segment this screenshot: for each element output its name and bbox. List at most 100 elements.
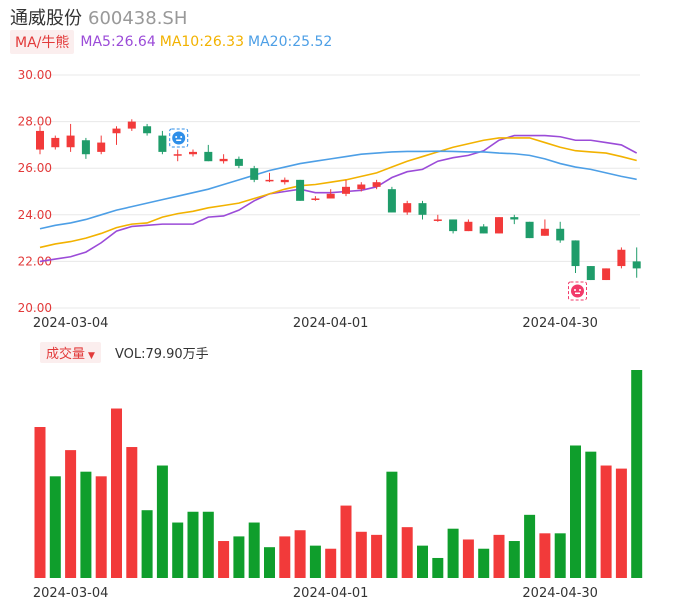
- volume-bar[interactable]: [65, 450, 77, 578]
- volume-bar[interactable]: [325, 548, 337, 578]
- candle-body: [464, 221, 473, 232]
- candlestick[interactable]: [449, 219, 458, 234]
- candle-body: [189, 151, 197, 155]
- volume-bar[interactable]: [355, 531, 367, 578]
- candlestick[interactable]: [540, 219, 549, 236]
- candlestick[interactable]: [36, 126, 44, 155]
- candlestick[interactable]: [66, 123, 75, 152]
- volume-bar[interactable]: [539, 533, 551, 578]
- bull-icon-face: [172, 131, 186, 145]
- volume-bar[interactable]: [340, 505, 352, 578]
- volume-bar[interactable]: [233, 536, 245, 578]
- candle-body: [296, 179, 305, 201]
- ma-mode-tag[interactable]: MA/牛熊: [10, 30, 75, 54]
- candlestick[interactable]: [632, 247, 641, 278]
- volume-bar[interactable]: [187, 511, 199, 578]
- volume-bar[interactable]: [126, 447, 138, 578]
- volume-bar[interactable]: [524, 514, 536, 578]
- volume-bar[interactable]: [600, 465, 612, 578]
- volume-bar[interactable]: [570, 445, 581, 578]
- price-tick-label: 28.00: [18, 115, 52, 129]
- candlestick[interactable]: [173, 149, 182, 162]
- candlestick[interactable]: [433, 214, 442, 222]
- candlestick[interactable]: [617, 247, 626, 269]
- volume-bar[interactable]: [80, 471, 92, 578]
- volume-bar[interactable]: [264, 547, 275, 578]
- candle-body: [51, 137, 60, 148]
- volume-bar[interactable]: [111, 408, 122, 578]
- volume-bar[interactable]: [493, 534, 505, 578]
- candlestick[interactable]: [311, 196, 320, 201]
- candlestick[interactable]: [250, 165, 259, 183]
- candlestick[interactable]: [265, 172, 274, 183]
- volume-bar[interactable]: [279, 536, 291, 578]
- candlestick[interactable]: [525, 221, 534, 239]
- candlestick[interactable]: [586, 266, 595, 281]
- candlestick[interactable]: [296, 179, 305, 201]
- candlestick[interactable]: [51, 135, 60, 150]
- volume-bar[interactable]: [172, 522, 184, 578]
- candlestick[interactable]: [143, 123, 152, 136]
- volume-bar[interactable]: [401, 527, 413, 578]
- candlestick[interactable]: [81, 137, 90, 159]
- candlestick[interactable]: [602, 268, 611, 281]
- volume-bar[interactable]: [202, 511, 214, 578]
- volume-bar[interactable]: [585, 451, 597, 578]
- candlestick[interactable]: [234, 156, 243, 169]
- stock-title: 通威股份 600438.SH: [10, 4, 187, 30]
- volume-bar[interactable]: [417, 545, 428, 578]
- volume-bar[interactable]: [49, 476, 61, 578]
- candle-body: [265, 179, 274, 182]
- volume-bar[interactable]: [141, 510, 153, 578]
- volume-bar[interactable]: [156, 465, 168, 578]
- volume-bar[interactable]: [478, 548, 490, 578]
- candle-body: [433, 219, 442, 221]
- volume-bar[interactable]: [615, 468, 627, 578]
- candle-body: [510, 217, 519, 220]
- candlestick[interactable]: [326, 189, 335, 199]
- candlestick[interactable]: [219, 154, 228, 164]
- candlestick[interactable]: [495, 217, 503, 234]
- candlestick[interactable]: [556, 221, 565, 243]
- volume-bar[interactable]: [294, 530, 306, 578]
- volume-bar[interactable]: [371, 534, 383, 578]
- volume-bar[interactable]: [95, 476, 107, 578]
- volume-bar[interactable]: [386, 471, 398, 578]
- bear-icon-face: [571, 284, 584, 298]
- volume-bar[interactable]: [218, 541, 230, 578]
- volume-bar[interactable]: [248, 522, 260, 578]
- candlestick[interactable]: [189, 149, 197, 157]
- candle-body: [36, 130, 44, 150]
- volume-bar[interactable]: [554, 533, 566, 578]
- bear-icon[interactable]: [568, 281, 587, 301]
- candlestick[interactable]: [97, 135, 106, 155]
- candlestick[interactable]: [342, 179, 350, 197]
- bull-icon[interactable]: [169, 128, 189, 148]
- candlestick[interactable]: [403, 200, 412, 215]
- candlestick[interactable]: [357, 182, 366, 192]
- candlestick[interactable]: [112, 126, 121, 145]
- volume-bar[interactable]: [432, 557, 444, 578]
- candlestick[interactable]: [464, 219, 473, 232]
- candlestick[interactable]: [158, 130, 167, 155]
- volume-bar[interactable]: [508, 541, 520, 578]
- volume-bar[interactable]: [309, 545, 321, 578]
- candle-body: [418, 203, 427, 215]
- candlestick[interactable]: [372, 179, 381, 190]
- candlestick[interactable]: [479, 224, 488, 234]
- volume-bar[interactable]: [462, 539, 474, 578]
- volume-indicator-tag[interactable]: 成交量 ▼: [40, 342, 101, 363]
- date-axis-labels: 2024-03-04 2024-04-01 2024-04-30: [33, 316, 598, 331]
- candlestick[interactable]: [127, 119, 136, 131]
- bear-icon-eye-right: [579, 289, 581, 291]
- candlestick[interactable]: [510, 214, 519, 225]
- candlestick[interactable]: [418, 200, 427, 220]
- candlestick[interactable]: [571, 240, 580, 274]
- volume-bar[interactable]: [34, 427, 46, 578]
- candlestick[interactable]: [204, 144, 213, 162]
- volume-bar[interactable]: [631, 370, 643, 578]
- candlestick[interactable]: [280, 177, 289, 185]
- candlestick[interactable]: [387, 186, 396, 213]
- volume-bar[interactable]: [447, 528, 459, 578]
